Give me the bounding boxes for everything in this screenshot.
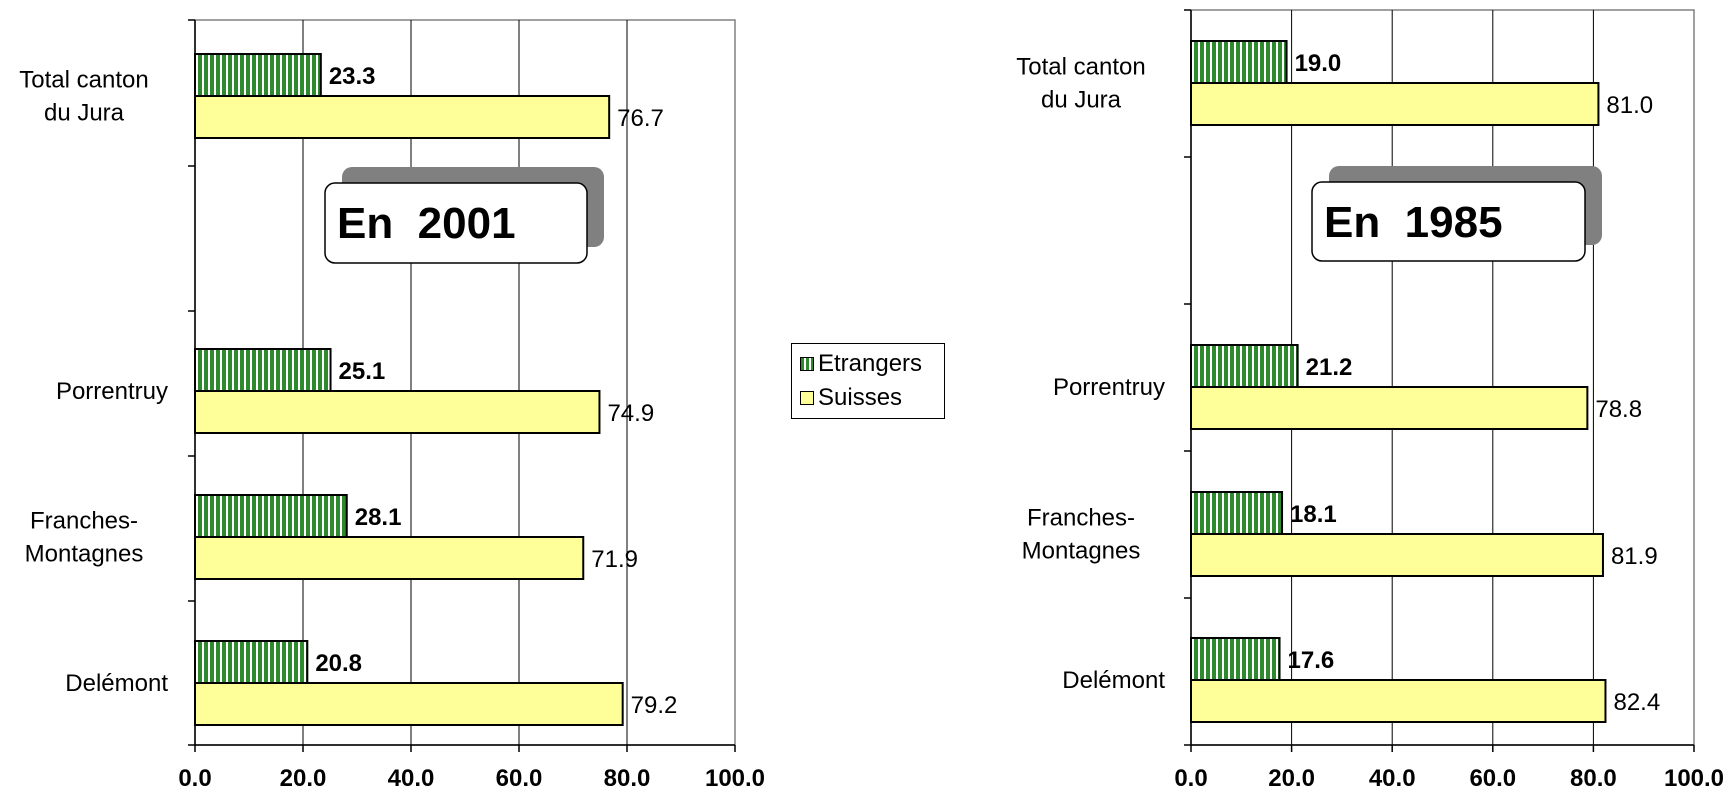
category-label: Montagnes xyxy=(25,541,144,568)
bar-suisses xyxy=(194,390,601,434)
x-tick-label: 60.0 xyxy=(496,765,543,792)
category-label: Franches- xyxy=(30,508,138,535)
annotation-box xyxy=(324,182,588,264)
bar-etrangers xyxy=(194,348,332,392)
data-label-suisses: 78.8 xyxy=(1595,396,1642,423)
category-label: Delémont xyxy=(1062,667,1165,694)
category-label: Total canton xyxy=(1016,54,1145,81)
x-tick-label: 100.0 xyxy=(705,765,765,792)
bar-suisses xyxy=(1190,533,1604,577)
x-tick-label: 20.0 xyxy=(280,765,327,792)
bar-suisses xyxy=(194,682,624,726)
category-label: Porrentruy xyxy=(1053,374,1165,401)
bar-etrangers xyxy=(1190,637,1281,681)
bar-suisses xyxy=(194,536,585,580)
data-label-suisses: 71.9 xyxy=(591,546,638,573)
x-tick-label: 0.0 xyxy=(178,765,211,792)
x-tick-label: 80.0 xyxy=(1570,765,1617,792)
legend-label-etrangers: Etrangers xyxy=(818,350,923,377)
x-tick-label: 20.0 xyxy=(1268,765,1315,792)
category-label: Delémont xyxy=(65,670,168,697)
annotation-box xyxy=(1311,181,1586,262)
data-label-etrangers: 28.1 xyxy=(355,504,402,531)
bar-etrangers xyxy=(1190,344,1299,388)
data-label-etrangers: 25.1 xyxy=(339,358,386,385)
bar-suisses xyxy=(1190,82,1600,126)
bar-etrangers xyxy=(194,494,348,538)
data-label-etrangers: 17.6 xyxy=(1288,647,1335,674)
bar-suisses xyxy=(1190,386,1589,430)
legend-swatch-etrangers xyxy=(800,357,814,371)
legend-item-suisses: Suisses xyxy=(800,384,902,412)
legend: Etrangers Suisses xyxy=(791,343,945,419)
legend-item-etrangers: Etrangers xyxy=(800,350,922,378)
category-label: Total canton xyxy=(19,67,148,94)
x-tick-label: 80.0 xyxy=(604,765,651,792)
x-tick-label: 40.0 xyxy=(1369,765,1416,792)
bar-etrangers xyxy=(1190,40,1288,84)
data-label-etrangers: 20.8 xyxy=(315,650,362,677)
bar-suisses xyxy=(1190,679,1607,723)
x-tick-label: 100.0 xyxy=(1664,765,1724,792)
data-label-etrangers: 19.0 xyxy=(1295,50,1342,77)
legend-label-suisses: Suisses xyxy=(818,384,903,411)
x-tick-label: 0.0 xyxy=(1174,765,1207,792)
data-label-etrangers: 23.3 xyxy=(329,63,376,90)
legend-swatch-suisses xyxy=(800,391,814,405)
category-label: Franches- xyxy=(1027,505,1135,532)
data-label-suisses: 79.2 xyxy=(631,692,678,719)
category-label: du Jura xyxy=(1041,87,1122,114)
data-label-suisses: 81.0 xyxy=(1606,92,1653,119)
data-label-suisses: 74.9 xyxy=(607,400,654,427)
x-tick-label: 60.0 xyxy=(1469,765,1516,792)
category-label: du Jura xyxy=(44,100,125,127)
annotation-text: En 2001 xyxy=(337,199,516,248)
bar-suisses xyxy=(194,95,611,139)
data-label-suisses: 76.7 xyxy=(617,105,664,132)
annotation-text: En 1985 xyxy=(1324,198,1503,247)
category-label: Montagnes xyxy=(1022,538,1141,565)
bar-etrangers xyxy=(194,640,309,684)
x-tick-label: 40.0 xyxy=(388,765,435,792)
data-label-etrangers: 18.1 xyxy=(1290,501,1337,528)
category-label: Porrentruy xyxy=(56,378,168,405)
bar-etrangers xyxy=(1190,491,1284,535)
data-label-suisses: 81.9 xyxy=(1611,543,1658,570)
data-label-etrangers: 21.2 xyxy=(1306,354,1353,381)
data-label-suisses: 82.4 xyxy=(1613,689,1660,716)
